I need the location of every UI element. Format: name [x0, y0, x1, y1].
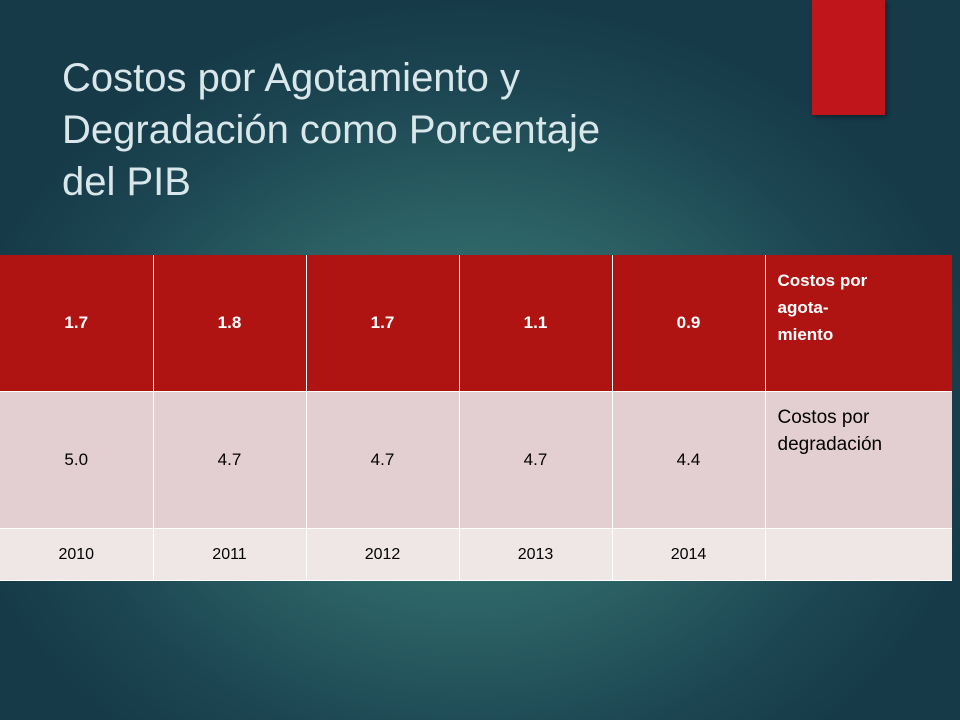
- row-label-line: miento: [777, 325, 834, 344]
- table-cell: 2011: [152, 528, 306, 581]
- table-cell: 4.4: [611, 391, 765, 529]
- table-cell: 0.9: [611, 255, 765, 392]
- table-cell: 5.0: [0, 391, 153, 529]
- table-row: 2010 2011 2012 2013 2014: [0, 528, 952, 581]
- table-cell: 4.7: [305, 391, 459, 529]
- table-cell: 2010: [0, 528, 153, 581]
- row-label-line: agota-: [777, 298, 829, 317]
- title-line: del PIB: [62, 160, 191, 204]
- row-label: [764, 528, 952, 581]
- table-cell: 2012: [305, 528, 459, 581]
- table-row: 5.0 4.7 4.7 4.7 4.4 Costos por degradación: [0, 391, 952, 529]
- title-line: Degradación como Porcentaje: [62, 108, 601, 152]
- row-label-line: Costos por: [777, 407, 870, 428]
- data-table: 1.7 1.8 1.7 1.1 0.9 Costos por agota-miento 5.0…: [0, 255, 952, 581]
- table-cell: 1.7: [305, 255, 459, 392]
- row-label-line: Costos por: [777, 271, 868, 290]
- table-cell: 1.1: [458, 255, 612, 392]
- accent-block: [812, 0, 885, 115]
- table-cell: 1.8: [152, 255, 306, 392]
- row-label: Costos por agota-miento: [764, 255, 952, 392]
- table-cell: 2013: [458, 528, 612, 581]
- table-row: 1.7 1.8 1.7 1.1 0.9 Costos por agota-miento: [0, 255, 952, 392]
- table-cell: 4.7: [152, 391, 306, 529]
- row-label-line: degradación: [777, 434, 883, 455]
- table-cell: 1.7: [0, 255, 153, 392]
- title-line: Costos por Agotamiento y: [62, 56, 521, 100]
- table-cell: 2014: [611, 528, 765, 581]
- table-cell: 4.7: [458, 391, 612, 529]
- row-label: Costos por degradación: [764, 391, 952, 529]
- slide-title: Costos por Agotamiento y Degradación como…: [62, 52, 600, 208]
